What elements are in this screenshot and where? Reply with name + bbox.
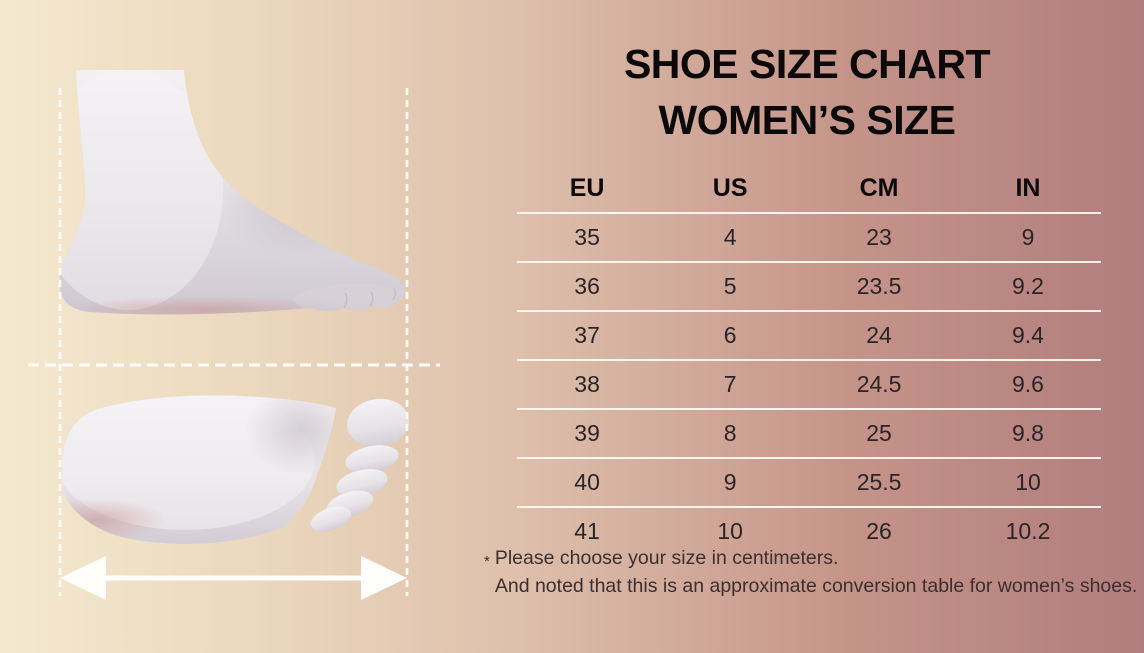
size-cell: 10	[717, 518, 743, 544]
size-cell: 41	[574, 518, 600, 544]
size-cell: 26	[866, 518, 892, 544]
footnote-line1: Please choose your size in centimeters.	[494, 547, 839, 569]
size-table-row: 40 9 25.5 10	[517, 458, 1101, 508]
size-cell: 25.5	[803, 458, 955, 508]
size-cell: 35	[517, 213, 658, 263]
size-cell: 10.2	[1005, 518, 1051, 544]
size-table: EU US CM IN 35 4 23 9 36 5 23.5 9.2 37 6 24 9.4 38 7 2…	[517, 164, 1101, 555]
footnote: * Please choose your size in centimeters…	[484, 544, 1137, 600]
page-title-line2: WOMEN’S SIZE	[658, 97, 956, 143]
size-table-body: 35 4 23 9 36 5 23.5 9.2 37 6 24 9.4 38 7 24.5 9.6 39 8 25 9…	[517, 213, 1101, 555]
size-table-row: 41 10 26 10.2	[517, 507, 1101, 555]
foot-top-view-illustration	[62, 395, 409, 544]
size-table-row: 37 6 24 9.4	[517, 311, 1101, 361]
size-cell: 39	[517, 409, 658, 459]
column-header-eu: EU	[517, 164, 658, 214]
size-cell: 9.2	[954, 262, 1101, 312]
size-cell: 23.5	[803, 262, 955, 312]
size-cell: 10	[954, 458, 1101, 508]
size-cell: 9.6	[954, 360, 1101, 410]
size-cell: 6	[657, 311, 804, 361]
size-cell: 9.4	[954, 311, 1101, 361]
size-cell: 4	[657, 213, 804, 263]
column-header-cm: CM	[803, 164, 955, 214]
size-table-row: 39 8 25 9.8	[517, 409, 1101, 459]
size-table-row: 35 4 23 9	[517, 213, 1101, 263]
asterisk-icon: *	[484, 553, 490, 570]
size-cell: 40	[517, 458, 658, 508]
size-cell: 8	[657, 409, 804, 459]
size-cell: 24	[803, 311, 955, 361]
column-header-us: US	[657, 164, 804, 214]
size-table-row: 38 7 24.5 9.6	[517, 360, 1101, 410]
foot-side-view-illustration	[59, 70, 407, 315]
foot-length-arrow	[60, 556, 407, 600]
footnote-text: Please choose your size in centimeters. …	[495, 544, 1137, 600]
footnote-line2: And noted that this is an approximate co…	[494, 575, 1138, 597]
page-title-line1: SHOE SIZE CHART	[623, 41, 991, 87]
size-table-row: 36 5 23.5 9.2	[517, 262, 1101, 312]
size-cell: 9	[657, 458, 804, 508]
page-title: SHOE SIZE CHART WOMEN’S SIZE	[470, 0, 1144, 148]
size-cell: 37	[517, 311, 658, 361]
size-cell: 5	[657, 262, 804, 312]
foot-measurement-illustration	[28, 70, 440, 600]
size-cell: 7	[657, 360, 804, 410]
column-header-in: IN	[954, 164, 1101, 214]
size-cell: 23	[803, 213, 955, 263]
size-cell: 36	[517, 262, 658, 312]
size-cell: 38	[517, 360, 658, 410]
size-cell: 24.5	[803, 360, 955, 410]
size-cell: 25	[803, 409, 955, 459]
size-cell: 9	[954, 213, 1101, 263]
size-cell: 9.8	[954, 409, 1101, 459]
size-table-header: EU US CM IN	[517, 164, 1101, 214]
size-chart-panel: SHOE SIZE CHART WOMEN’S SIZE EU US CM IN…	[470, 0, 1144, 653]
